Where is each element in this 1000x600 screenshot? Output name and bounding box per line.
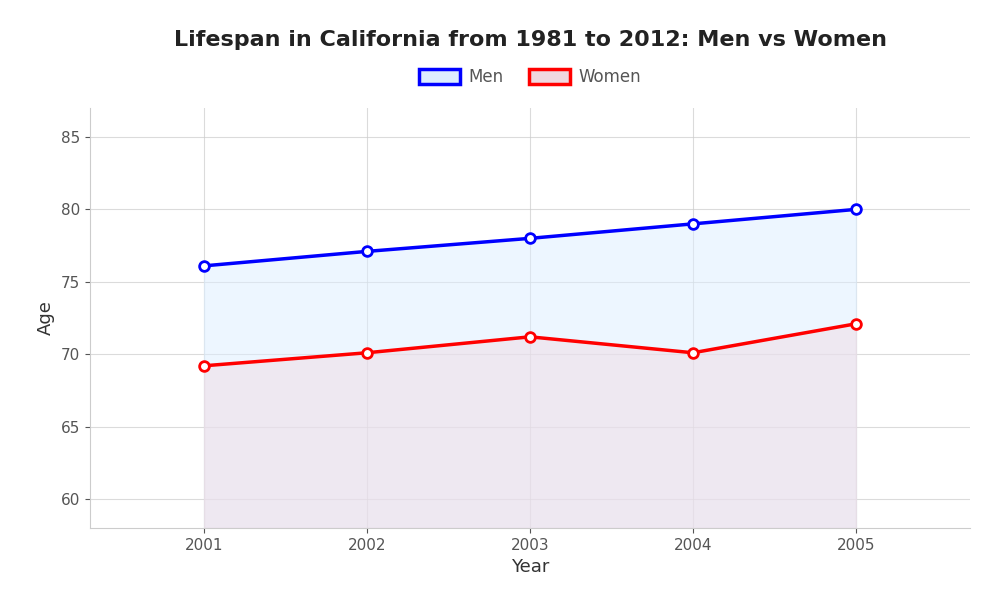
Legend: Men, Women: Men, Women (412, 62, 648, 93)
X-axis label: Year: Year (511, 558, 549, 576)
Y-axis label: Age: Age (37, 301, 55, 335)
Title: Lifespan in California from 1981 to 2012: Men vs Women: Lifespan in California from 1981 to 2012… (174, 29, 887, 49)
